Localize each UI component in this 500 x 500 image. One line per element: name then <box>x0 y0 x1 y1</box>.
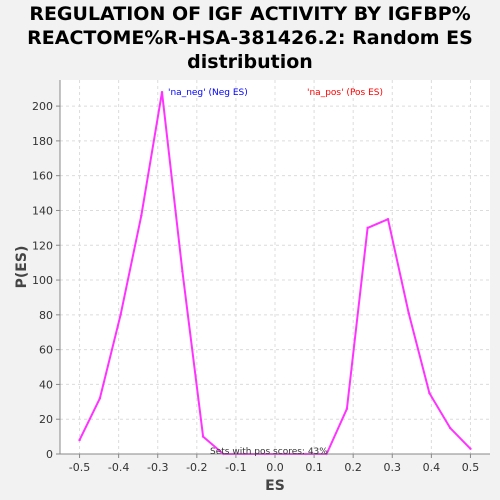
y-tick-label-7: 140 <box>32 204 53 217</box>
y-ticks: 0 20 40 60 80 100 120 140 160 180 200 <box>32 100 60 461</box>
grid <box>60 80 490 454</box>
data-point-17 <box>428 391 431 395</box>
chart-title-line-1: REGULATION OF IGF ACTIVITY BY IGFBP% <box>29 3 471 25</box>
y-tick-label-0: 0 <box>46 448 53 461</box>
data-point-5 <box>181 270 184 273</box>
y-tick-label-9: 180 <box>32 135 53 148</box>
data-point-19 <box>469 447 472 450</box>
y-tick-label-6: 120 <box>32 239 53 252</box>
y-tick-label-8: 160 <box>32 170 53 183</box>
x-tick-label-4: -0.1 <box>225 461 246 474</box>
data-point-18 <box>448 426 452 430</box>
chart-title-line-2: REACTOME%R-HSA-381426.2: Random ES <box>27 27 473 49</box>
y-tick-label-3: 60 <box>39 344 53 357</box>
neg-es-label: 'na_neg' (Neg ES) <box>168 88 248 98</box>
data-point-2 <box>119 313 122 317</box>
data-point-14 <box>366 226 369 230</box>
y-tick-label-5: 100 <box>32 274 53 287</box>
y-tick-label-10: 200 <box>32 100 53 113</box>
data-point-3 <box>140 214 143 217</box>
pos-scores-note: Sets with pos scores: 43% <box>210 447 328 457</box>
y-tick-label-1: 20 <box>39 413 53 426</box>
y-axis-title: P(ES) <box>14 246 30 289</box>
data-point-4 <box>160 90 164 94</box>
x-tick-label-6: 0.1 <box>305 461 323 474</box>
x-tick-label-8: 0.3 <box>384 461 402 474</box>
chart-title: REGULATION OF IGF ACTIVITY BY IGFBP% REA… <box>0 2 500 74</box>
data-point-0 <box>78 438 81 442</box>
y-tick-label-2: 40 <box>39 378 53 391</box>
x-tick-label-10: 0.5 <box>462 461 480 474</box>
x-ticks: -0.5 -0.4 -0.3 -0.2 -0.1 0.0 0.1 0.2 0.3 0.4 0.5 <box>69 454 479 474</box>
data-point-15 <box>386 217 390 221</box>
x-tick-label-3: -0.2 <box>186 461 207 474</box>
data-point-6 <box>201 435 205 438</box>
x-tick-label-1: -0.4 <box>108 461 129 474</box>
x-axis-title: ES <box>265 478 285 494</box>
data-point-13 <box>345 407 349 410</box>
y-tick-label-4: 80 <box>39 309 53 322</box>
x-tick-label-7: 0.2 <box>344 461 362 474</box>
pos-es-label: 'na_pos' (Pos ES) <box>307 88 383 98</box>
x-tick-label-5: 0.0 <box>266 461 284 474</box>
data-point-16 <box>407 311 410 315</box>
x-tick-label-9: 0.4 <box>423 461 441 474</box>
data-point-1 <box>98 397 102 400</box>
chart-title-line-3: distribution <box>187 51 313 73</box>
x-tick-label-2: -0.3 <box>147 461 168 474</box>
x-tick-label-0: -0.5 <box>69 461 90 474</box>
